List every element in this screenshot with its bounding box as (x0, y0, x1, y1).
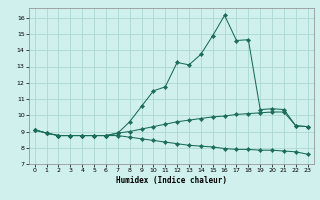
X-axis label: Humidex (Indice chaleur): Humidex (Indice chaleur) (116, 176, 227, 185)
